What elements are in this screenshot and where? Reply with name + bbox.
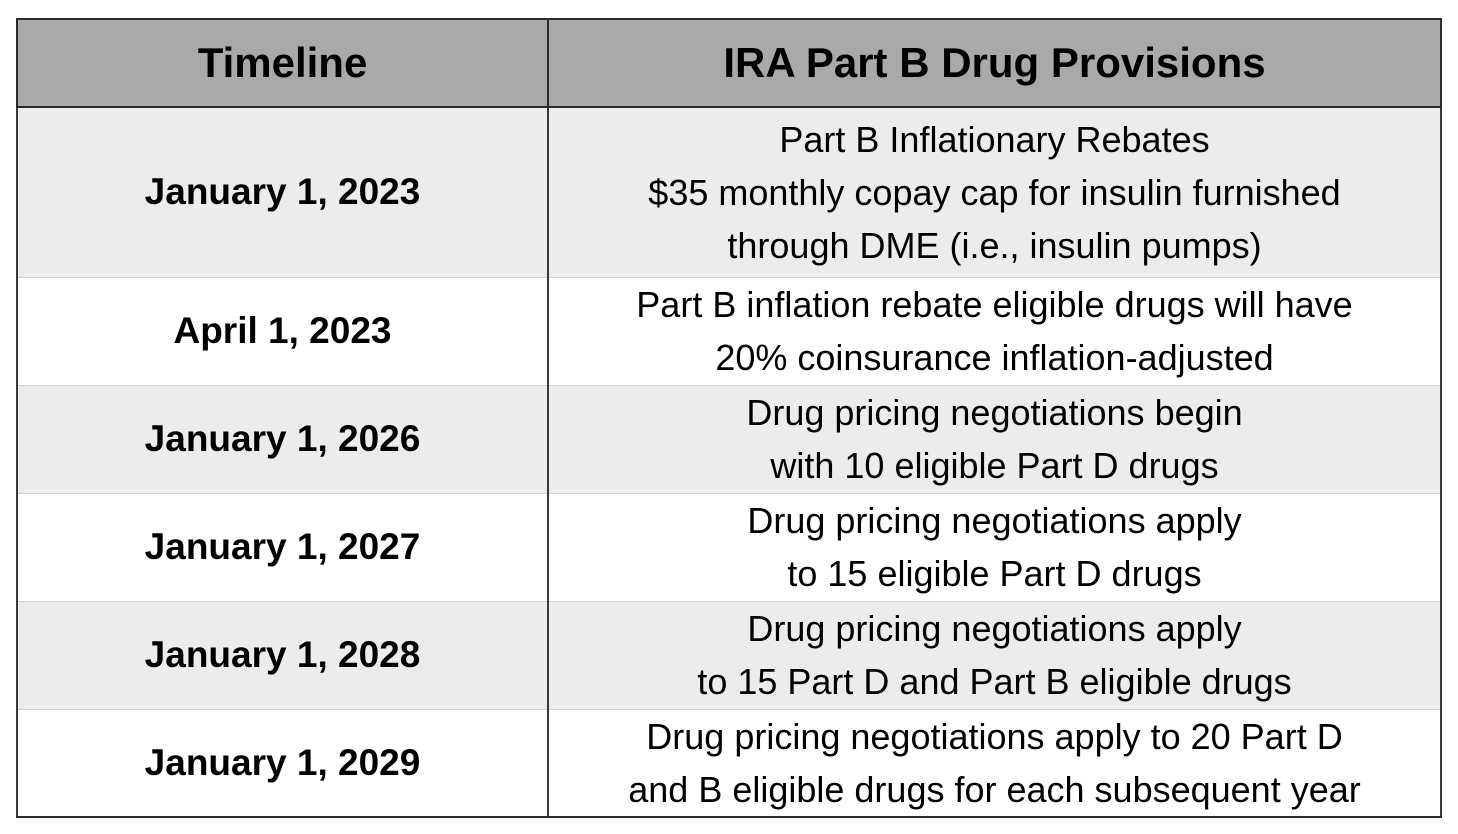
provision-line: Part B inflation rebate eligible drugs w… — [636, 284, 1353, 325]
ira-part-b-timeline-table: Timeline IRA Part B Drug Provisions Janu… — [16, 18, 1442, 818]
provision-line: and B eligible drugs for each subsequent… — [628, 768, 1361, 810]
provision-line: to 15 eligible Part D drugs — [787, 553, 1202, 594]
provision-line: Drug pricing negotiations apply to 20 Pa… — [646, 715, 1343, 757]
row-date: January 1, 2026 — [16, 384, 549, 494]
timeline-column-header: Timeline — [16, 18, 549, 108]
row-provision: Drug pricing negotiations apply to 20 Pa… — [547, 708, 1442, 818]
table-row: April 1, 2023 Part B inflation rebate el… — [16, 276, 1442, 386]
timeline-table-container: Timeline IRA Part B Drug Provisions Janu… — [16, 18, 1442, 818]
provisions-column-header: IRA Part B Drug Provisions — [547, 18, 1442, 108]
provision-line: 20% coinsurance inflation-adjusted — [715, 337, 1274, 378]
table-row: January 1, 2028 Drug pricing negotiation… — [16, 600, 1442, 710]
provision-line: through DME (i.e., insulin pumps) — [727, 224, 1262, 266]
provision-line: Drug pricing negotiations apply — [747, 500, 1242, 541]
provision-line: with 10 eligible Part D drugs — [770, 445, 1219, 486]
table-row: January 1, 2023 Part B Inflationary Reba… — [16, 106, 1442, 278]
table-row: January 1, 2027 Drug pricing negotiation… — [16, 492, 1442, 602]
row-provision: Drug pricing negotiations apply to 15 Pa… — [547, 600, 1442, 710]
row-provision: Part B inflation rebate eligible drugs w… — [547, 276, 1442, 386]
row-provision: Drug pricing negotiations apply to 15 el… — [547, 492, 1442, 602]
provision-line: $35 monthly copay cap for insulin furnis… — [648, 171, 1341, 213]
row-date: January 1, 2028 — [16, 600, 549, 710]
row-date: January 1, 2027 — [16, 492, 549, 602]
provision-line: Drug pricing negotiations apply — [747, 608, 1242, 649]
row-date: April 1, 2023 — [16, 276, 549, 386]
provision-line: to 15 Part D and Part B eligible drugs — [697, 661, 1292, 702]
row-provision: Part B Inflationary Rebates $35 monthly … — [547, 106, 1442, 278]
row-date: January 1, 2023 — [16, 106, 549, 278]
provision-line: Drug pricing negotiations begin — [746, 392, 1243, 433]
table-row: January 1, 2029 Drug pricing negotiation… — [16, 708, 1442, 818]
table-header-row: Timeline IRA Part B Drug Provisions — [16, 18, 1442, 108]
table-row: January 1, 2026 Drug pricing negotiation… — [16, 384, 1442, 494]
provision-line: Part B Inflationary Rebates — [779, 118, 1210, 160]
row-date: January 1, 2029 — [16, 708, 549, 818]
row-provision: Drug pricing negotiations begin with 10 … — [547, 384, 1442, 494]
